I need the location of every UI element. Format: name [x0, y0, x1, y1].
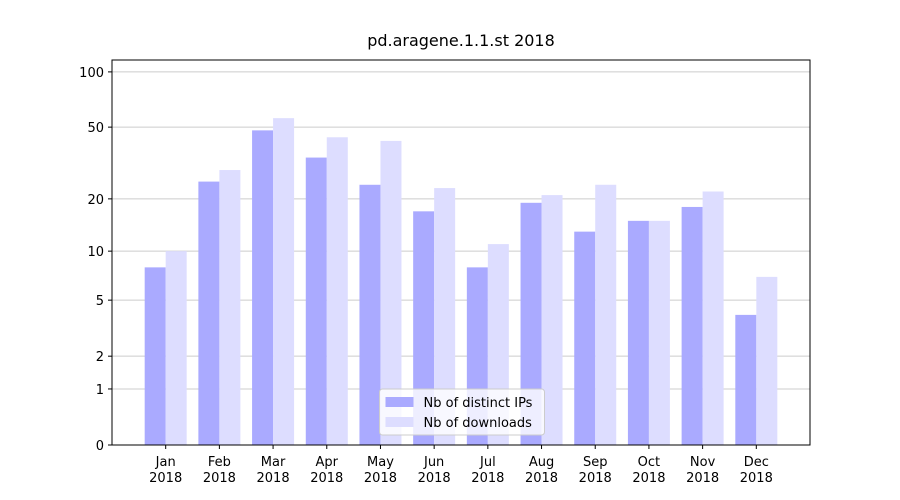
- bar: [359, 184, 381, 445]
- bar: [165, 251, 187, 445]
- bar: [702, 191, 724, 445]
- legend-swatch: [385, 417, 414, 427]
- y-tick-label: 100: [79, 66, 104, 81]
- y-tick-label: 1: [96, 383, 104, 398]
- y-tick-label: 10: [87, 245, 104, 260]
- x-tick-label: Aug 2018: [525, 455, 558, 486]
- bar: [252, 130, 274, 445]
- x-tick-label: Jun 2018: [418, 455, 451, 486]
- bar: [219, 170, 241, 445]
- bar: [756, 276, 778, 445]
- bar: [326, 137, 348, 446]
- x-tick-label: Jan 2018: [149, 455, 182, 486]
- x-tick-label: Feb 2018: [203, 455, 236, 486]
- y-tick-label: 5: [96, 294, 104, 309]
- x-tick-label: Jul 2018: [471, 455, 504, 486]
- bar: [648, 220, 670, 445]
- bar: [627, 220, 649, 445]
- bar: [735, 314, 757, 445]
- y-tick-label: 2: [96, 350, 104, 365]
- bar: [520, 202, 542, 445]
- legend-label: Nb of downloads: [424, 416, 533, 431]
- bar: [595, 184, 617, 445]
- legend-box: [379, 388, 545, 436]
- x-tick-label: May 2018: [364, 455, 397, 486]
- y-tick-label: 50: [87, 121, 104, 136]
- legend-label: Nb of distinct IPs: [424, 396, 533, 411]
- legend-swatch: [385, 397, 414, 407]
- x-tick-label: Apr 2018: [310, 455, 343, 486]
- x-tick-label: Nov 2018: [686, 455, 719, 486]
- chart-title: pd.aragene.1.1.st 2018: [367, 31, 555, 50]
- bar: [144, 267, 166, 445]
- bar: [681, 206, 703, 445]
- bar: [305, 157, 327, 446]
- bar: [273, 118, 295, 445]
- bar: [413, 211, 435, 445]
- bar: [574, 231, 596, 445]
- y-tick-label: 20: [87, 193, 104, 208]
- plot-frame: [111, 59, 811, 446]
- bar: [541, 195, 563, 445]
- x-tick-label: Sep 2018: [579, 455, 612, 486]
- bar: [198, 181, 220, 445]
- x-tick-label: Dec 2018: [740, 455, 773, 486]
- y-tick-label: 0: [96, 439, 104, 454]
- x-tick-label: Mar 2018: [257, 455, 290, 486]
- x-tick-label: Oct 2018: [632, 455, 665, 486]
- bar: [434, 188, 456, 445]
- bar: [380, 140, 402, 445]
